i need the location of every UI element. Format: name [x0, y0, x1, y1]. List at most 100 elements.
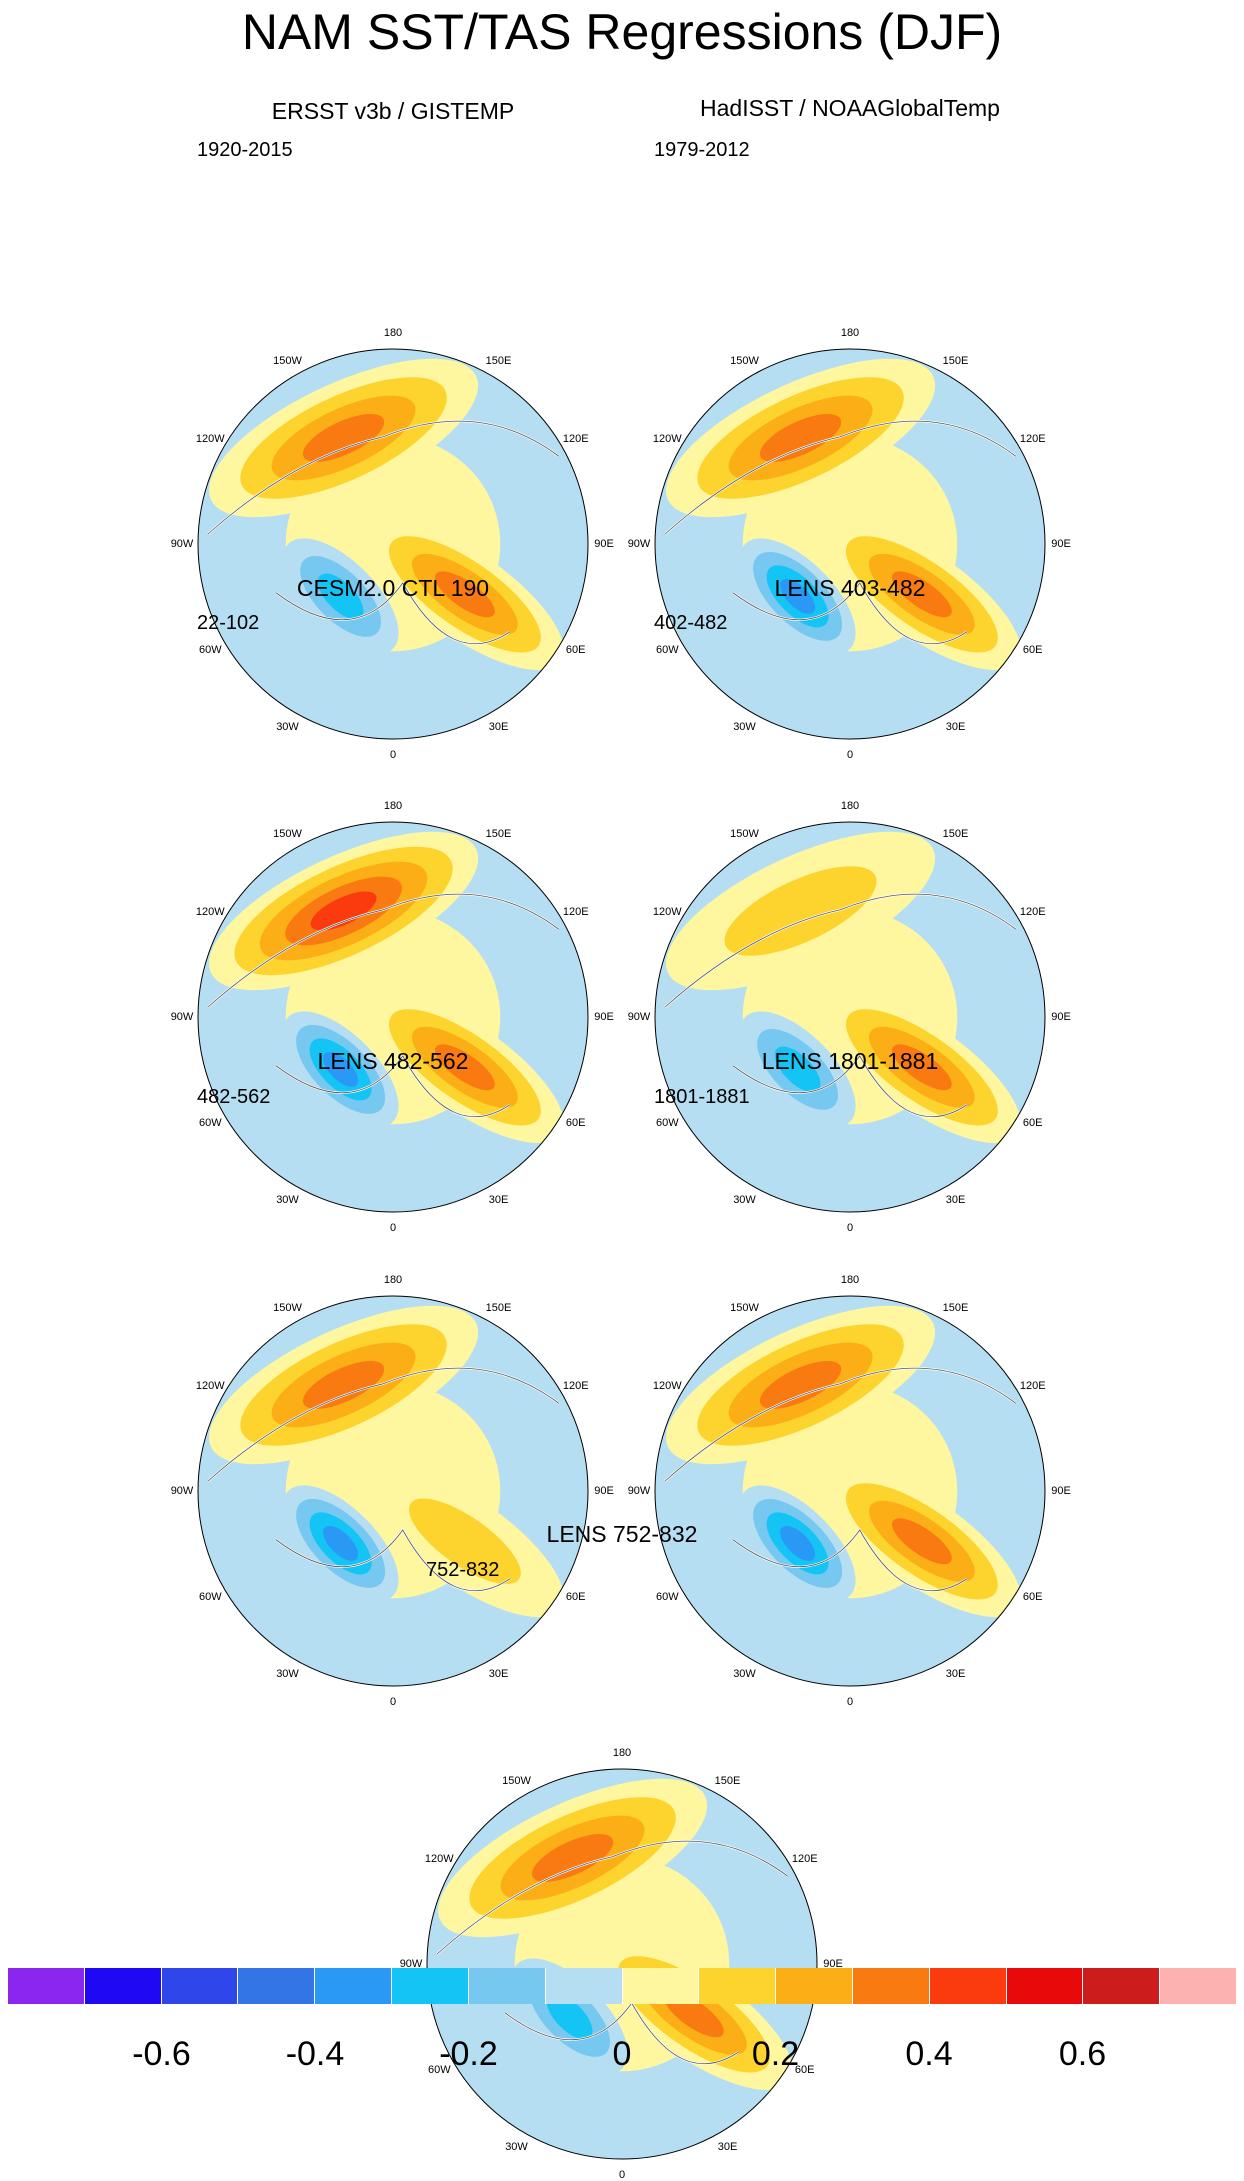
- colorbar-cell: [1160, 1968, 1236, 2004]
- longitude-label: 0: [846, 1696, 854, 1708]
- panel-period: 1979-2012: [654, 139, 750, 161]
- figure-title: NAM SST/TAS Regressions (DJF): [241, 4, 1003, 60]
- longitude-label: 60E: [565, 1590, 586, 1603]
- longitude-label: 120W: [652, 1379, 682, 1392]
- longitude-label: 0: [389, 749, 397, 761]
- longitude-label: 120E: [791, 1852, 818, 1865]
- longitude-label: 180: [383, 800, 403, 812]
- longitude-label: 30W: [276, 1193, 299, 1206]
- polar-map: [654, 348, 1046, 740]
- anomaly-contour: [891, 571, 952, 618]
- longitude-label: 150E: [942, 355, 969, 368]
- coastline: [664, 1367, 1016, 1592]
- colorbar-tick-label: 0.4: [905, 2035, 953, 2073]
- polar-map: [426, 1768, 818, 2160]
- coastline: [207, 1367, 559, 1592]
- panel-title: LENS 752-832: [546, 1521, 698, 1547]
- longitude-label: 120E: [562, 1379, 589, 1392]
- longitude-label: 120W: [652, 905, 682, 918]
- colorbar-cell: [84, 1968, 162, 2004]
- longitude-label: 150W: [730, 828, 759, 841]
- longitude-label: 180: [612, 1747, 632, 1759]
- panel-title: HadISST / NOAAGlobalTemp: [700, 95, 1000, 121]
- panel-title: LENS 403-482: [774, 575, 926, 601]
- map-boundary: [197, 1295, 589, 1687]
- anomaly-contour: [323, 1051, 359, 1087]
- anomaly-contour: [531, 1834, 614, 1882]
- polar-map: [654, 1295, 1046, 1687]
- anomaly-contour: [780, 1525, 816, 1561]
- anomaly-contour: [891, 1518, 952, 1565]
- panel-title: LENS 1801-1881: [761, 1048, 939, 1074]
- longitude-label: 0: [618, 2169, 626, 2181]
- anomaly-contour: [317, 573, 364, 620]
- map-boundary: [197, 821, 589, 1213]
- colorbar-cell: [852, 1968, 930, 2004]
- longitude-label: 120W: [195, 432, 225, 445]
- longitude-label: 150W: [273, 828, 302, 841]
- longitude-label: 150W: [730, 1302, 759, 1315]
- anomaly-contour: [302, 414, 385, 462]
- panel-period: 402-482: [654, 612, 728, 634]
- longitude-label: 90E: [1051, 1011, 1071, 1023]
- longitude-label: 30E: [945, 1193, 966, 1206]
- anomaly-contour: [323, 1525, 359, 1561]
- panel-period: 1920-2015: [197, 139, 293, 161]
- colorbar-cell: [8, 1968, 85, 2004]
- longitude-label: 60W: [198, 1590, 222, 1603]
- longitude-label: 150E: [942, 828, 969, 841]
- colorbar-tick-label: -0.2: [439, 2035, 498, 2073]
- longitude-label: 60E: [1022, 1590, 1043, 1603]
- polar-map: [197, 1295, 589, 1687]
- anomaly-contour: [891, 1044, 952, 1091]
- longitude-label: 150W: [273, 1302, 302, 1315]
- polar-map: [654, 821, 1046, 1213]
- colorbar-cell: [1006, 1968, 1084, 2004]
- polar-map: [197, 348, 589, 740]
- longitude-label: 120W: [195, 1379, 225, 1392]
- longitude-label: 120E: [1019, 432, 1046, 445]
- panel-title: ERSST v3b / GISTEMP: [271, 98, 515, 124]
- colorbar-cell: [392, 1968, 469, 2004]
- longitude-label: 90E: [594, 538, 614, 550]
- anomaly-contour: [408, 1498, 521, 1585]
- longitude-label: 150E: [942, 1302, 969, 1315]
- longitude-label: 30E: [488, 1667, 509, 1680]
- colorbar-cell: [238, 1968, 316, 2004]
- colorbar-cell: [929, 1968, 1007, 2004]
- longitude-label: 60W: [427, 2063, 451, 2076]
- longitude-label: 0: [389, 1222, 397, 1234]
- longitude-label: 120W: [424, 1852, 454, 1865]
- longitude-label: 90E: [594, 1485, 614, 1497]
- longitude-label: 30E: [488, 1193, 509, 1206]
- longitude-label: 90E: [594, 1011, 614, 1023]
- colorbar-tick-label: 0.6: [1058, 2035, 1107, 2073]
- map-boundary: [197, 348, 589, 740]
- longitude-label: 90E: [823, 1958, 843, 1970]
- longitude-label: 150W: [730, 355, 759, 368]
- longitude-label: 180: [383, 327, 403, 339]
- colorbar-tick-label: 0.2: [751, 2035, 800, 2073]
- longitude-label: 60W: [198, 1116, 222, 1129]
- longitude-label: 90W: [627, 538, 651, 550]
- longitude-label: 30E: [717, 2140, 738, 2153]
- coastline: [664, 893, 1016, 1118]
- longitude-label: 90W: [170, 1011, 194, 1023]
- colorbar-cell: [545, 1968, 623, 2004]
- longitude-label: 180: [840, 800, 860, 812]
- longitude-label: 120W: [652, 432, 682, 445]
- longitude-label: 60E: [1022, 643, 1043, 656]
- anomaly-contour: [724, 866, 877, 956]
- longitude-label: 60E: [565, 1116, 586, 1129]
- colorbar-cell: [776, 1968, 853, 2004]
- longitude-label: 150E: [714, 1775, 741, 1788]
- anomaly-contour: [302, 1361, 385, 1409]
- longitude-label: 180: [840, 1274, 860, 1286]
- longitude-label: 60W: [655, 1116, 679, 1129]
- colorbar-cell: [468, 1968, 546, 2004]
- longitude-label: 30E: [488, 720, 509, 733]
- colorbar-tick-label: 0: [612, 2035, 632, 2073]
- anomaly-contour: [310, 891, 377, 931]
- longitude-label: 60E: [1022, 1116, 1043, 1129]
- anomaly-contour: [759, 1361, 842, 1409]
